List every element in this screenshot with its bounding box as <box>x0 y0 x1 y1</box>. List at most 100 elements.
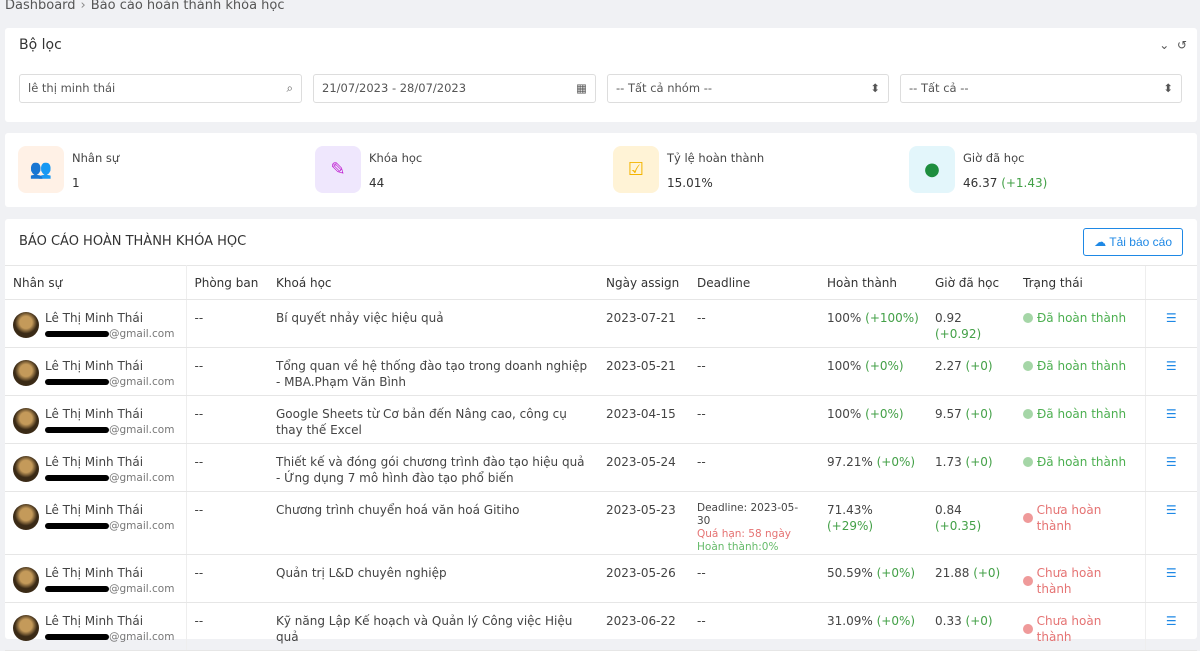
department: -- <box>186 443 268 492</box>
completion-pct: 97.21% <box>827 455 873 469</box>
breadcrumb-dashboard[interactable]: Dashboard <box>5 0 76 13</box>
status-select-value: -- Tất cả -- <box>909 81 969 95</box>
status-select[interactable]: -- Tất cả -- ⬍ <box>900 74 1182 103</box>
report-detail-icon[interactable]: ☰ <box>1165 614 1177 628</box>
users-icon: 👥 <box>18 146 64 193</box>
col-assign-date[interactable]: Ngày assign <box>598 265 689 300</box>
breadcrumb: Dashboard › Báo cáo hoàn thành khóa học <box>5 0 285 13</box>
col-staff[interactable]: Nhân sự <box>5 265 187 300</box>
hours-value: 2.27 <box>935 359 962 373</box>
assign-date: 2023-07-21 <box>598 299 689 348</box>
staff-email: @gmail.com <box>45 374 174 390</box>
course-name: Google Sheets từ Cơ bản đến Nâng cao, cô… <box>268 395 598 444</box>
status-badge: Chưa hoàn thành <box>1023 613 1137 645</box>
group-select[interactable]: -- Tất cả nhóm -- ⬍ <box>607 74 889 103</box>
hours-value: 1.73 <box>935 455 962 469</box>
deadline-cell: Deadline: 2023-05-30 Quá hạn: 58 ngày Hoàn… <box>689 491 819 555</box>
report-detail-icon[interactable]: ☰ <box>1165 503 1177 517</box>
hours-cell: 0.92 (+0.92) <box>927 299 1015 348</box>
hours-value: 21.88 <box>935 566 970 580</box>
department: -- <box>186 347 268 396</box>
report-detail-icon[interactable]: ☰ <box>1165 359 1177 373</box>
staff-name[interactable]: Lê Thị Minh Thái <box>45 407 144 421</box>
status-cell: Đã hoàn thành <box>1015 443 1145 492</box>
filter-panel: Bộ lọc ⌄ ↺ lê thị minh thái ⌕ 21/07/2023 … <box>5 28 1197 122</box>
col-hours[interactable]: Giờ đã học <box>927 265 1015 300</box>
deadline-completed: Hoàn thành:0% <box>697 541 779 553</box>
hours-delta: (+0.92) <box>935 327 982 341</box>
chevron-right-icon: › <box>80 0 86 13</box>
staff-email: @gmail.com <box>45 518 174 534</box>
avatar <box>13 456 39 482</box>
staff-name[interactable]: Lê Thị Minh Thái <box>45 311 144 325</box>
staff-name[interactable]: Lê Thị Minh Thái <box>45 566 144 580</box>
table-row: Lê Thị Minh Thái @gmail.com -- Chương trì… <box>5 491 1197 555</box>
search-icon[interactable]: ⌕ <box>286 81 293 95</box>
staff-name[interactable]: Lê Thị Minh Thái <box>45 503 144 517</box>
report-detail-icon[interactable]: ☰ <box>1165 455 1177 469</box>
col-status[interactable]: Trạng thái <box>1015 265 1145 300</box>
course-edit-icon: ✎ <box>315 146 361 193</box>
stat-value: 1 <box>72 176 80 190</box>
status-cell: Chưa hoàn thành <box>1015 554 1145 603</box>
status-cell: Đã hoàn thành <box>1015 347 1145 396</box>
stat-staff: 👥 Nhân sự 1 <box>18 146 119 193</box>
completion-pct: 31.09% <box>827 614 873 628</box>
status-text: Đã hoàn thành <box>1037 407 1127 421</box>
checkbox-icon: ☑ <box>613 146 659 193</box>
status-badge: Đã hoàn thành <box>1023 310 1137 326</box>
assign-date: 2023-05-24 <box>598 443 689 492</box>
staff-email: @gmail.com <box>45 470 174 486</box>
status-badge: Đã hoàn thành <box>1023 358 1137 374</box>
completion-cell: 71.43% (+29%) <box>819 491 927 555</box>
report-detail-icon[interactable]: ☰ <box>1165 311 1177 325</box>
deadline-date: Deadline: 2023-05-30 <box>697 502 799 527</box>
status-text: Đã hoàn thành <box>1037 359 1127 373</box>
report-panel: BÁO CÁO HOÀN THÀNH KHÓA HỌC ☁ Tải báo cá… <box>5 219 1197 651</box>
hours-delta: (+0) <box>965 407 993 421</box>
course-name: Tổng quan về hệ thống đào tạo trong doan… <box>268 347 598 396</box>
status-dot-icon <box>1023 313 1033 323</box>
col-deadline[interactable]: Deadline <box>689 265 819 300</box>
search-input[interactable]: lê thị minh thái ⌕ <box>19 74 302 103</box>
completion-cell: 50.59% (+0%) <box>819 554 927 603</box>
report-detail-icon[interactable]: ☰ <box>1165 407 1177 421</box>
download-report-button[interactable]: ☁ Tải báo cáo <box>1083 228 1183 256</box>
stat-delta: (+1.43) <box>1001 176 1048 190</box>
redaction-mark <box>45 475 109 481</box>
email-domain: @gmail.com <box>109 520 175 532</box>
hours-delta: (+0) <box>965 614 993 628</box>
email-domain: @gmail.com <box>109 328 175 340</box>
completion-pct: 100% <box>827 359 862 373</box>
status-cell: Chưa hoàn thành <box>1015 602 1145 651</box>
hours-delta: (+0) <box>965 359 993 373</box>
date-range-input[interactable]: 21/07/2023 - 28/07/2023 ▦ <box>313 74 596 103</box>
deadline-cell: -- <box>689 395 819 444</box>
status-text: Đã hoàn thành <box>1037 455 1127 469</box>
table-row: Lê Thị Minh Thái @gmail.com -- Bí quyết n… <box>5 299 1197 348</box>
redaction-mark <box>45 379 109 385</box>
col-course[interactable]: Khoá học <box>268 265 598 300</box>
col-completion[interactable]: Hoàn thành <box>819 265 927 300</box>
stat-label: Tỷ lệ hoàn thành <box>667 151 765 165</box>
stats-panel: 👥 Nhân sự 1 ✎ Khóa học 44 ☑ Tỷ lệ hoàn thành 1… <box>5 133 1197 207</box>
col-department[interactable]: Phòng ban <box>186 265 268 300</box>
group-select-value: -- Tất cả nhóm -- <box>616 81 712 95</box>
table-row: Lê Thị Minh Thái @gmail.com -- Quản trị L… <box>5 554 1197 603</box>
avatar <box>13 567 39 593</box>
chevron-down-icon[interactable]: ⌄ <box>1159 38 1170 52</box>
assign-date: 2023-04-15 <box>598 395 689 444</box>
staff-name[interactable]: Lê Thị Minh Thái <box>45 614 144 628</box>
reset-icon[interactable]: ↺ <box>1176 38 1187 52</box>
department: -- <box>186 395 268 444</box>
col-actions <box>1144 265 1197 300</box>
breadcrumb-current: Báo cáo hoàn thành khóa học <box>90 0 285 13</box>
stat-value: 15.01% <box>667 176 713 190</box>
staff-name[interactable]: Lê Thị Minh Thái <box>45 455 144 469</box>
hours-value: 0.92 <box>935 311 962 325</box>
assign-date: 2023-05-21 <box>598 347 689 396</box>
hours-cell: 0.84 (+0.35) <box>927 491 1015 555</box>
assign-date: 2023-06-22 <box>598 602 689 651</box>
staff-name[interactable]: Lê Thị Minh Thái <box>45 359 144 373</box>
report-detail-icon[interactable]: ☰ <box>1165 566 1177 580</box>
